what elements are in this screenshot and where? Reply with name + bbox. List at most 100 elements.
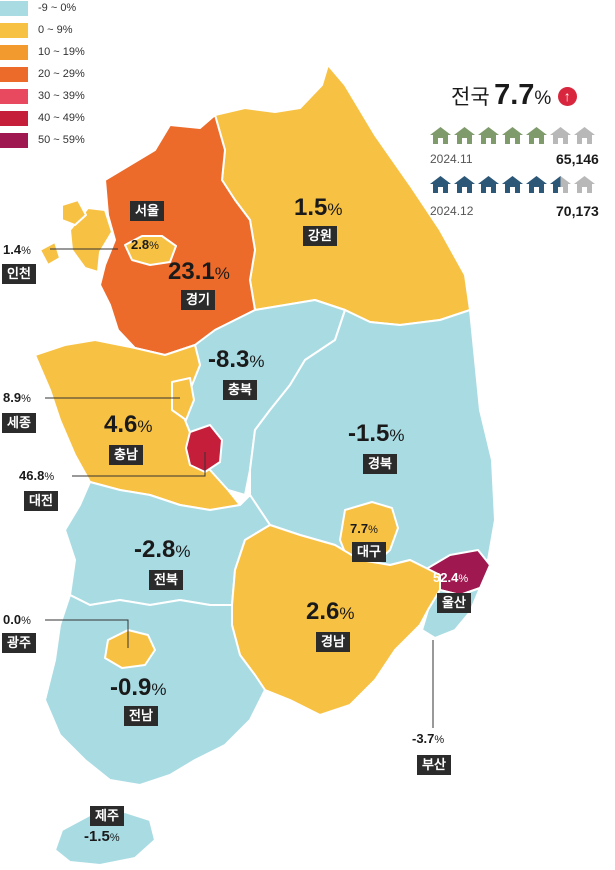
count-label-2024-11: 65,146 bbox=[556, 151, 599, 167]
value-unit: % bbox=[389, 426, 405, 445]
region-label-daegu: 대구 bbox=[352, 542, 386, 562]
region-label-daejeon: 대전 bbox=[24, 491, 58, 511]
region-incheon-island bbox=[61, 199, 87, 226]
house-icon bbox=[573, 126, 596, 150]
region-label-chungnam: 충남 bbox=[109, 445, 143, 465]
value-unit: % bbox=[149, 240, 159, 252]
region-value-seoul: 2.8% bbox=[131, 237, 159, 252]
region-label-sejong: 세종 bbox=[2, 413, 36, 433]
region-value-chungnam: 4.6% bbox=[104, 411, 153, 439]
house-icon bbox=[501, 126, 524, 150]
date-label-2024-12: 2024.12 bbox=[430, 204, 474, 218]
region-value-chungbuk: -8.3% bbox=[208, 346, 264, 374]
house-row-2024-12 bbox=[429, 175, 596, 199]
region-label-busan: 부산 bbox=[417, 755, 451, 775]
legend-label: 40 ~ 49% bbox=[38, 112, 85, 124]
national-unit: % bbox=[534, 88, 552, 109]
value-number: 2.6 bbox=[306, 598, 340, 625]
leader-line-daejeon bbox=[72, 452, 206, 477]
value-number: 8.9 bbox=[3, 390, 22, 405]
value-number: 1.5 bbox=[294, 194, 328, 221]
region-value-gyeongnam: 2.6% bbox=[306, 598, 355, 626]
region-label-gyeongnam: 경남 bbox=[316, 632, 350, 652]
region-seoul[interactable] bbox=[124, 235, 177, 266]
value-number: -1.5 bbox=[348, 420, 390, 447]
region-value-gwangju: 0.0% bbox=[3, 612, 31, 627]
region-gwangju[interactable] bbox=[104, 629, 156, 669]
value-unit: % bbox=[21, 245, 31, 257]
legend-item: 40 ~ 49% bbox=[0, 110, 85, 126]
house-icon bbox=[429, 126, 452, 150]
legend-item: 50 ~ 59% bbox=[0, 132, 85, 148]
legend-swatch bbox=[0, 132, 28, 148]
national-value: 7.7 bbox=[494, 79, 535, 111]
house-icon bbox=[525, 175, 548, 199]
legend-item: 20 ~ 29% bbox=[0, 66, 85, 82]
house-icon bbox=[453, 126, 476, 150]
region-label-chungbuk: 충북 bbox=[223, 380, 257, 400]
region-label-jeonnam: 전남 bbox=[124, 706, 158, 726]
legend-label: 10 ~ 19% bbox=[38, 46, 85, 58]
value-unit: % bbox=[21, 615, 31, 627]
region-label-seoul: 서울 bbox=[130, 201, 164, 221]
value-number: -8.3 bbox=[208, 346, 250, 373]
house-icon bbox=[501, 175, 524, 199]
region-value-jeonnam: -0.9% bbox=[110, 674, 166, 702]
value-unit: % bbox=[458, 573, 469, 585]
legend-swatch bbox=[0, 88, 28, 104]
value-unit: % bbox=[214, 264, 230, 283]
region-incheon-island bbox=[39, 241, 61, 266]
value-number: 7.7 bbox=[350, 521, 369, 536]
legend-swatch bbox=[0, 22, 28, 38]
legend-item: 0 ~ 9% bbox=[0, 22, 73, 38]
value-unit: % bbox=[434, 734, 445, 746]
value-number: 46.8 bbox=[19, 468, 45, 483]
region-label-gyeonggi: 경기 bbox=[181, 290, 215, 310]
legend-label: -9 ~ 0% bbox=[38, 2, 77, 14]
value-unit: % bbox=[339, 604, 355, 623]
region-value-incheon: 1.4% bbox=[3, 242, 31, 257]
region-label-gangwon: 강원 bbox=[303, 226, 337, 246]
region-value-busan: -3.7% bbox=[412, 731, 444, 746]
region-value-jeonbuk: -2.8% bbox=[134, 536, 190, 564]
value-number: 4.6 bbox=[104, 411, 138, 438]
house-icon bbox=[573, 175, 596, 199]
value-number: -0.9 bbox=[110, 674, 152, 701]
region-value-gyeonggi: 23.1% bbox=[168, 258, 230, 286]
region-value-sejong: 8.9% bbox=[3, 390, 31, 405]
region-value-daegu: 7.7% bbox=[350, 521, 378, 536]
value-number: -3.7 bbox=[412, 731, 435, 746]
region-value-jeju: -1.5% bbox=[84, 828, 120, 845]
value-unit: % bbox=[175, 542, 191, 561]
value-number: 52.4 bbox=[433, 570, 459, 585]
region-value-ulsan: 52.4% bbox=[433, 570, 468, 585]
value-unit: % bbox=[151, 680, 167, 699]
region-label-gyeongbuk: 경북 bbox=[363, 454, 397, 474]
region-label-incheon: 인천 bbox=[2, 264, 36, 284]
count-label-2024-12: 70,173 bbox=[556, 203, 599, 219]
legend-label: 20 ~ 29% bbox=[38, 68, 85, 80]
house-icon bbox=[477, 175, 500, 199]
legend-swatch bbox=[0, 44, 28, 60]
value-unit: % bbox=[327, 200, 343, 219]
value-unit: % bbox=[44, 471, 55, 483]
region-label-ulsan: 울산 bbox=[437, 593, 471, 613]
value-number: -1.5 bbox=[84, 828, 110, 845]
value-unit: % bbox=[109, 832, 120, 844]
region-value-gyeongbuk: -1.5% bbox=[348, 420, 404, 448]
region-incheon[interactable] bbox=[69, 207, 113, 273]
value-unit: % bbox=[249, 352, 265, 371]
value-number: -2.8 bbox=[134, 536, 176, 563]
national-summary: 전국 7.7% ↑ bbox=[451, 79, 577, 112]
region-jeonnam[interactable] bbox=[44, 594, 266, 786]
region-sejong[interactable] bbox=[171, 377, 195, 421]
value-number: 1.4 bbox=[3, 242, 22, 257]
national-label: 전국 bbox=[451, 86, 490, 109]
legend-swatch bbox=[0, 110, 28, 126]
region-label-gwangju: 광주 bbox=[2, 633, 36, 653]
legend-label: 30 ~ 39% bbox=[38, 90, 85, 102]
region-daejeon[interactable] bbox=[185, 424, 223, 473]
legend-label: 50 ~ 59% bbox=[38, 134, 85, 146]
value-unit: % bbox=[368, 524, 378, 536]
